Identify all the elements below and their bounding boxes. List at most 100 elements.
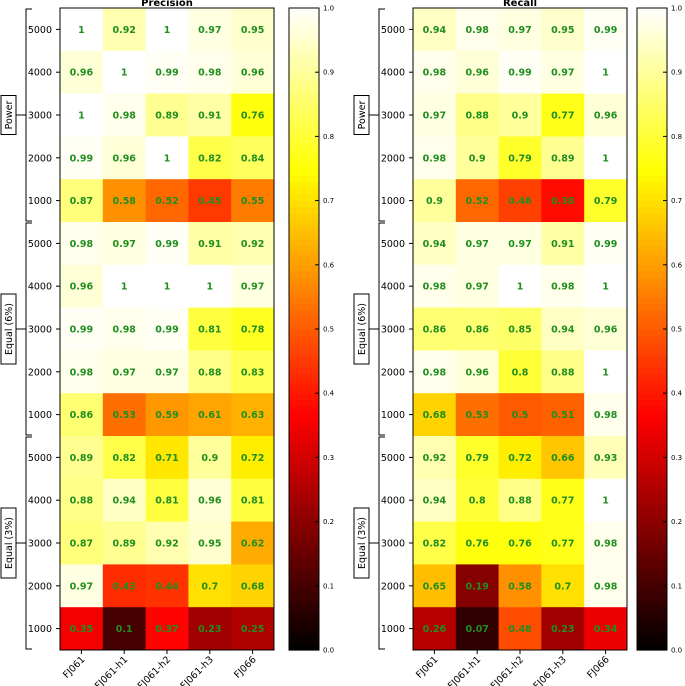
colorbar-segment [289, 97, 319, 105]
colorbar-segment [289, 585, 319, 593]
colorbar-segment [637, 104, 667, 112]
cell-value-label: 1 [602, 367, 609, 378]
heatmap-cell [188, 136, 232, 180]
colorbar-segment [289, 213, 319, 221]
heatmap-cell [455, 222, 500, 266]
colorbar-segment [637, 399, 667, 407]
colorbar-segment [637, 136, 667, 144]
heatmap-cell [102, 222, 147, 266]
heatmap-cell [145, 222, 189, 266]
group-label: Power [4, 101, 15, 130]
colorbar-segment [637, 553, 667, 561]
cell-value-label: 0.93 [594, 453, 617, 464]
chart-title: Precision [141, 0, 193, 9]
heatmap-cell [413, 521, 457, 565]
cell-value-label: 0.88 [198, 367, 222, 378]
heatmap-cell [584, 350, 628, 394]
heatmap-cell [541, 350, 585, 394]
colorbar-segment [289, 560, 319, 568]
heatmap-cell [145, 607, 189, 651]
heatmap-cell [102, 436, 147, 480]
heatmap-cell [455, 264, 500, 309]
colorbar-segment [637, 65, 667, 73]
cell-value-label: 0.72 [508, 453, 531, 464]
colorbar-segment [637, 264, 667, 272]
heatmap-cell [584, 607, 628, 651]
colorbar-tick-label: 1.0 [323, 5, 334, 13]
heatmap-cell [188, 564, 232, 608]
colorbar-segment [637, 367, 667, 375]
cell-value-label: 0.98 [594, 539, 618, 550]
row-tick-label: 5000 [381, 239, 405, 250]
colorbar-segment [637, 406, 667, 414]
cell-value-label: 0.86 [423, 325, 447, 336]
cell-value-label: 0.97 [508, 25, 531, 36]
cell-value-label: 0.88 [70, 496, 94, 507]
heatmap-cell [145, 564, 189, 608]
cell-value-label: 0.99 [155, 68, 178, 79]
heatmap-cell [60, 607, 104, 651]
heatmap-cell [455, 393, 500, 437]
heatmap-cell [188, 607, 232, 651]
cell-value-label: 0.99 [594, 25, 617, 36]
colorbar-segment [637, 296, 667, 304]
colorbar-segment [637, 85, 667, 93]
colorbar-segment [289, 592, 319, 600]
heatmap-cell [188, 8, 232, 52]
heatmap-cell [60, 222, 104, 266]
cell-value-label: 0.99 [70, 153, 93, 164]
heatmap-cell [188, 222, 232, 266]
colorbar-segment [289, 284, 319, 292]
heatmap-cell [188, 436, 232, 480]
colorbar-segment [289, 303, 319, 311]
colorbar-segment [289, 142, 319, 150]
colorbar-segment [289, 643, 319, 651]
colorbar-segment [637, 322, 667, 330]
heatmap-cell [413, 307, 457, 351]
heatmap-cell [541, 478, 585, 523]
heatmap-cell [188, 393, 232, 437]
heatmap-cell [541, 436, 585, 480]
colorbar-segment [637, 592, 667, 600]
cell-value-label: 0.97 [198, 25, 221, 36]
colorbar-segment [637, 258, 667, 266]
cell-value-label: 0.97 [508, 239, 531, 250]
cell-value-label: 0.96 [241, 68, 265, 79]
x-tick-label: FJ066 [232, 654, 258, 680]
colorbar-segment [289, 630, 319, 638]
colorbar-segment [637, 431, 667, 439]
heatmap-cell [60, 8, 104, 52]
colorbar-segment [637, 187, 667, 195]
cell-value-label: 0.25 [241, 624, 264, 635]
colorbar-segment [289, 104, 319, 112]
colorbar-segment [289, 438, 319, 446]
colorbar-segment [289, 258, 319, 266]
cell-value-label: 0.89 [551, 153, 574, 164]
cell-value-label: 0.53 [112, 410, 135, 421]
heatmap-cell [102, 521, 147, 565]
cell-value-label: 0.62 [241, 539, 264, 550]
colorbar-segment [289, 572, 319, 580]
colorbar-tick-label: 0.1 [323, 582, 334, 590]
x-tick-label: FJ061-h1 [446, 654, 483, 686]
heatmap-cell [584, 478, 628, 523]
colorbar-segment [637, 585, 667, 593]
cell-value-label: 0.65 [423, 581, 446, 592]
colorbar-segment [637, 309, 667, 317]
colorbar-segment [637, 457, 667, 465]
colorbar-segment [637, 502, 667, 510]
colorbar-segment [289, 110, 319, 118]
cell-value-label: 0.79 [594, 196, 617, 207]
cell-value-label: 0.95 [198, 539, 221, 550]
x-tick-label: FJ061-h3 [532, 654, 569, 686]
heatmap-cell [498, 521, 542, 565]
heatmap-cell [584, 222, 628, 266]
cell-value-label: 0.91 [198, 239, 221, 250]
colorbar-segment [637, 444, 667, 452]
heatmap-cell [455, 8, 500, 52]
colorbar-tick-label: 0.6 [671, 261, 683, 269]
colorbar-segment [289, 367, 319, 375]
heatmap-cell [413, 350, 457, 394]
cell-value-label: 1 [602, 496, 609, 507]
